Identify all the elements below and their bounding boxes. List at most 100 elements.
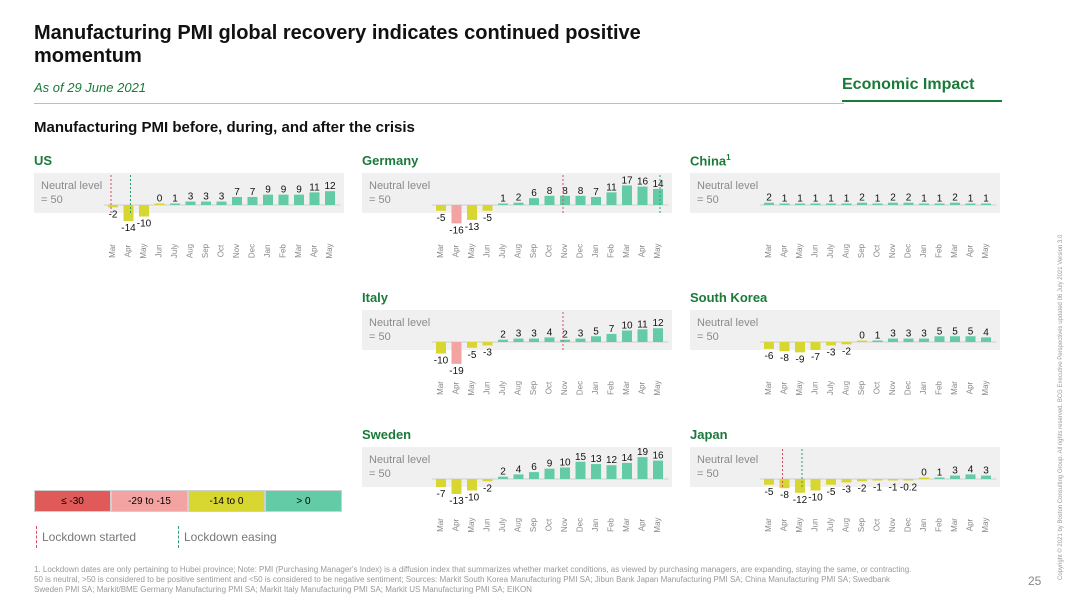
data-label: -13 bbox=[449, 496, 464, 507]
neutral-label: Neutral level = 50 bbox=[369, 454, 431, 480]
data-label: -10 bbox=[137, 219, 152, 230]
tick-label: Jan bbox=[919, 382, 928, 395]
neutral-label: Neutral level = 50 bbox=[369, 180, 431, 206]
tick-label: Feb bbox=[607, 244, 616, 258]
tick-label: Apr bbox=[966, 518, 975, 531]
data-label: 12 bbox=[652, 318, 664, 329]
data-label: -5 bbox=[483, 213, 492, 224]
tick-label: Apr bbox=[452, 381, 461, 394]
bar bbox=[544, 195, 555, 205]
tick-label: May bbox=[325, 243, 334, 258]
tick-label: Mar bbox=[622, 244, 631, 258]
tick-label: Mar bbox=[622, 381, 631, 395]
bar bbox=[934, 203, 945, 205]
bar bbox=[513, 338, 524, 342]
data-label: -10 bbox=[434, 356, 449, 367]
data-label: -14 bbox=[121, 223, 136, 234]
data-label: 7 bbox=[234, 187, 240, 198]
bar-chart-germany: -5 Mar -16 Apr -13 May -5 Jun 1 July 2 Aug 6 Sep 8 Oct 8… bbox=[432, 175, 669, 259]
panel-title: Sweden bbox=[362, 427, 412, 442]
bar bbox=[622, 330, 632, 342]
tick-label: Aug bbox=[514, 381, 523, 395]
data-label: 8 bbox=[578, 186, 584, 197]
tick-label: Sep bbox=[529, 380, 538, 395]
data-label: 3 bbox=[203, 192, 209, 203]
tick-label: Mar bbox=[436, 244, 445, 258]
header-divider bbox=[34, 103, 844, 104]
bar bbox=[575, 461, 586, 479]
data-label: 10 bbox=[621, 321, 633, 332]
neutral-band bbox=[362, 447, 672, 487]
neutral-label: Neutral level = 50 bbox=[369, 317, 431, 343]
tick-label: Sep bbox=[857, 380, 866, 395]
data-label: 0 bbox=[859, 331, 865, 342]
lockdown-started-label: Lockdown started bbox=[42, 530, 137, 544]
bar bbox=[950, 336, 960, 342]
tick-label: May bbox=[795, 243, 804, 258]
data-label: 1 bbox=[172, 194, 178, 205]
tick-label: Feb bbox=[935, 244, 944, 258]
tick-label: Mar bbox=[950, 381, 959, 395]
bar bbox=[872, 203, 883, 205]
bar bbox=[544, 337, 555, 342]
data-label: 1 bbox=[968, 194, 974, 205]
bar bbox=[467, 205, 477, 220]
bar bbox=[826, 342, 836, 346]
panel-germany: Germany Neutral level = 50 -5 Mar -16 Apr -1… bbox=[362, 153, 672, 273]
tick-label: Apr bbox=[452, 244, 461, 257]
bar bbox=[498, 203, 508, 205]
tick-label: May bbox=[467, 380, 476, 395]
bar bbox=[857, 202, 867, 205]
data-label: -13 bbox=[465, 222, 480, 233]
data-label: 12 bbox=[324, 181, 336, 192]
data-label: 1 bbox=[797, 194, 803, 205]
data-label: 9 bbox=[547, 459, 553, 470]
tick-label: Jun bbox=[483, 382, 492, 395]
data-label: 3 bbox=[890, 329, 896, 340]
tick-label: May bbox=[653, 517, 662, 532]
data-label: 2 bbox=[952, 193, 958, 204]
panel-title: China1 bbox=[690, 153, 731, 168]
tick-label: Nov bbox=[232, 244, 241, 258]
tick-label: Oct bbox=[873, 518, 882, 531]
bar bbox=[857, 479, 867, 482]
bar bbox=[123, 205, 134, 222]
panel-us: US Neutral level = 50 -2 Mar -14 Apr -10 May 0… bbox=[34, 153, 344, 273]
data-label: 2 bbox=[890, 193, 896, 204]
data-label: -7 bbox=[811, 352, 820, 363]
bar-chart-china: 2 Mar 1 Apr 1 May 1 Jun 1 July 1 Aug 2 Sep 1 Oct 2 Nov 2 De… bbox=[760, 193, 997, 259]
data-label: -2 bbox=[109, 209, 118, 220]
tick-label: May bbox=[795, 380, 804, 395]
tick-label: Oct bbox=[873, 381, 882, 394]
bar bbox=[606, 465, 617, 479]
data-label: -8 bbox=[780, 490, 789, 501]
data-label: 1 bbox=[500, 194, 506, 205]
data-label: 2 bbox=[562, 330, 568, 341]
tick-label: Aug bbox=[842, 244, 851, 258]
data-label: 13 bbox=[590, 454, 602, 465]
data-label: 7 bbox=[593, 187, 599, 198]
data-label: 3 bbox=[531, 329, 537, 340]
data-label: 5 bbox=[968, 326, 974, 337]
data-label: 5 bbox=[937, 326, 943, 337]
tick-label: Feb bbox=[935, 518, 944, 532]
page-title: Manufacturing PMI global recovery indica… bbox=[34, 22, 641, 67]
tick-label: Jan bbox=[591, 519, 600, 532]
bar bbox=[622, 462, 632, 479]
bar bbox=[575, 338, 586, 342]
bar bbox=[841, 203, 852, 205]
tick-label: Feb bbox=[607, 381, 616, 395]
tick-label: Aug bbox=[514, 518, 523, 532]
tick-label: Apr bbox=[638, 381, 647, 394]
data-label: -9 bbox=[796, 354, 805, 365]
bar bbox=[810, 479, 821, 491]
tick-label: Apr bbox=[966, 381, 975, 394]
bar bbox=[154, 203, 165, 205]
data-label: 5 bbox=[952, 326, 958, 337]
data-label: 16 bbox=[652, 451, 664, 462]
bar bbox=[451, 342, 462, 364]
data-label: -5 bbox=[437, 213, 446, 224]
as-of-date: As of 29 June 2021 bbox=[34, 80, 147, 95]
tick-label: Apr bbox=[638, 518, 647, 531]
bar bbox=[965, 474, 976, 479]
